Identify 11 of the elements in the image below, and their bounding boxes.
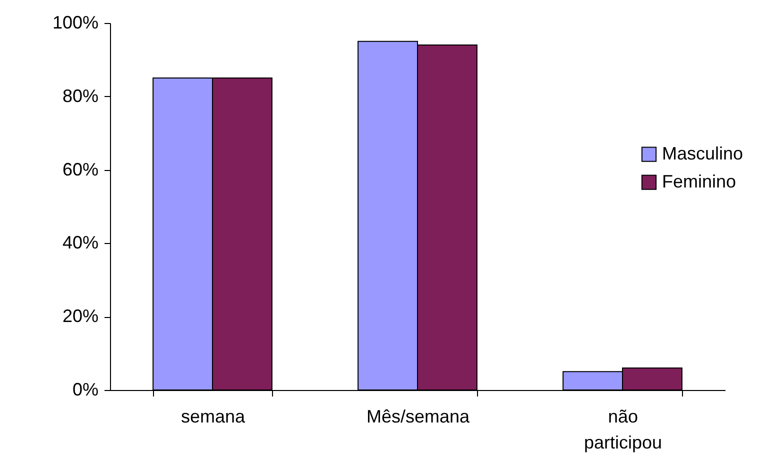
y-tick-label: 40% [62,232,98,253]
y-tick-label: 20% [62,306,98,326]
x-tick-label: semana [180,406,246,426]
legend-label: Feminino [662,171,736,192]
y-tick-label: 60% [62,159,98,180]
y-tick-label: 80% [62,86,98,106]
x-tick-label: não participou [584,406,662,452]
y-tick-label: 100% [52,12,98,32]
legend-label: Masculino [662,143,744,164]
x-tick-label: Mês/semana [366,406,471,426]
y-tick-label: 0% [72,380,98,400]
